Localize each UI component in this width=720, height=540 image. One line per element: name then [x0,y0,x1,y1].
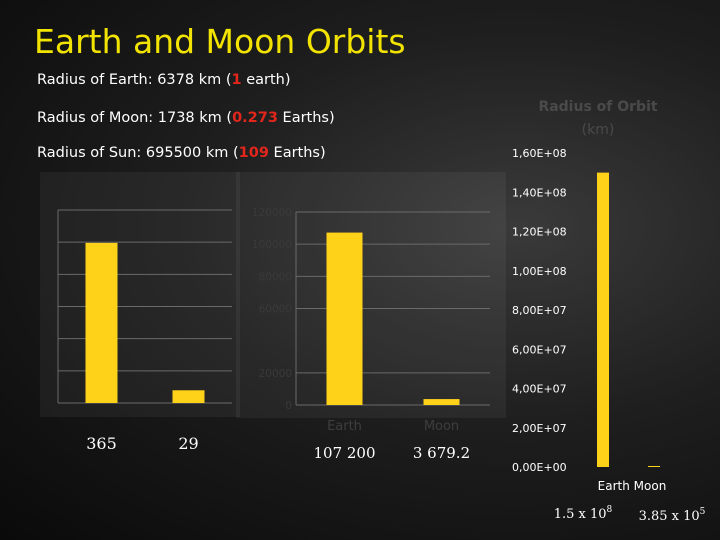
chart3-ytick-1: 2,00E+07 [512,422,567,435]
radius-sun-suffix: Earths) [268,145,326,161]
velocity-chart: 0 20000 60000 80000 100000 120000 Earth 107 200… [236,172,506,462]
chart3-value-label-0: 1.5 x 108 [554,505,613,522]
chart1-bar-1 [172,390,205,403]
orbit-radius-chart: Radius of Orbit (km) 0,00E+00 2,00E+07 4,00E… [512,99,706,524]
chart3-ytick-0: 0,00E+00 [512,461,567,474]
chart2-ytick-5: 120000 [252,207,292,219]
chart2-bar-1 [423,399,460,405]
chart3-title-line-0: Radius of Orbit [538,99,657,115]
radius-earth-highlight: 1 [231,72,242,88]
radius-moon-prefix: Radius of Moon: 1738 km ( [37,110,233,126]
slide-title: Earth and Moon Orbits [34,22,406,61]
radius-earth-prefix: Radius of Earth: 6378 km ( [37,72,232,88]
radius-moon-suffix: Earths) [277,110,335,126]
chart3-ytick-5: 1,00E+08 [512,265,567,278]
chart2-ytick-0: 0 [285,400,292,412]
chart3-ytick-4: 8,00E+07 [512,304,567,317]
chart3-ytick-3: 6,00E+07 [512,343,567,356]
period-chart: 365 29 [40,172,240,453]
chart2-bar-0 [326,232,363,405]
chart3-bar-0 [597,172,609,467]
chart3-ytick-7: 1,40E+08 [512,186,567,199]
chart1-bar-0 [85,242,118,403]
chart2-value-label-0: 107 200 [313,444,375,462]
chart2-ytick-4: 100000 [252,239,292,251]
chart2-ytick-3: 80000 [259,271,292,283]
chart3-category-labels: Earth Moon [598,479,667,493]
chart3-ytick-6: 1,20E+08 [512,226,567,239]
radius-moon-highlight: 0.273 [232,110,278,126]
radius-earth-suffix: earth) [241,72,291,88]
radius-sun-text: Radius of Sun: 695500 km (109 Earths) [37,145,326,161]
chart2-category-0: Earth [327,419,362,434]
chart2-plot-area [236,172,506,418]
chart3-ytick-2: 4,00E+07 [512,383,567,396]
radius-moon-text: Radius of Moon: 1738 km (0.273 Earths) [37,110,335,126]
chart3-bar-1 [648,466,660,467]
radius-sun-prefix: Radius of Sun: 695500 km ( [37,145,239,161]
chart2-ytick-2: 60000 [259,304,292,316]
chart1-value-label-1: 29 [178,434,198,453]
chart2-category-1: Moon [424,419,459,434]
chart1-value-label-0: 365 [86,434,117,453]
chart3-ytick-8: 1,60E+08 [512,147,567,160]
chart2-ytick-1: 20000 [259,368,292,380]
chart3-title-line-1: (km) [582,122,615,138]
radius-earth-text: Radius of Earth: 6378 km (1 earth) [37,72,291,88]
chart3-value-label-1: 3.85 x 105 [639,507,706,524]
chart1-plot-area [40,172,240,417]
radius-sun-highlight: 109 [238,145,269,161]
chart2-value-label-1: 3 679.2 [413,444,470,462]
